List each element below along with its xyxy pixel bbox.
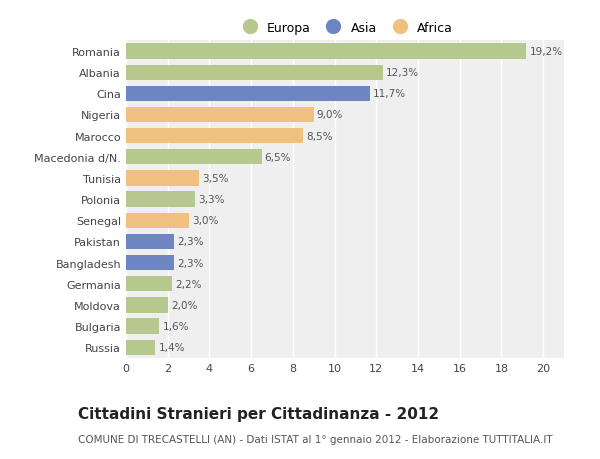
Bar	[126, 129, 303, 144]
Bar	[126, 65, 383, 81]
Bar	[126, 171, 199, 186]
Bar	[126, 107, 314, 123]
Bar	[126, 234, 174, 250]
Text: 2,0%: 2,0%	[171, 300, 197, 310]
Bar	[126, 340, 155, 355]
Bar	[126, 276, 172, 292]
Bar	[126, 213, 188, 229]
Text: 2,2%: 2,2%	[175, 279, 202, 289]
Text: 19,2%: 19,2%	[530, 47, 563, 57]
Bar	[126, 44, 526, 60]
Text: 11,7%: 11,7%	[373, 89, 406, 99]
Text: 8,5%: 8,5%	[307, 131, 333, 141]
Text: 1,6%: 1,6%	[163, 321, 189, 331]
Bar	[126, 192, 195, 207]
Text: COMUNE DI TRECASTELLI (AN) - Dati ISTAT al 1° gennaio 2012 - Elaborazione TUTTIT: COMUNE DI TRECASTELLI (AN) - Dati ISTAT …	[78, 434, 553, 444]
Bar	[126, 86, 370, 102]
Legend: Europa, Asia, Africa: Europa, Asia, Africa	[235, 19, 455, 37]
Text: 3,5%: 3,5%	[202, 174, 229, 184]
Text: 9,0%: 9,0%	[317, 110, 343, 120]
Text: 3,0%: 3,0%	[192, 216, 218, 226]
Text: 12,3%: 12,3%	[386, 68, 419, 78]
Bar	[126, 297, 168, 313]
Text: 1,4%: 1,4%	[158, 342, 185, 353]
Text: 2,3%: 2,3%	[177, 237, 203, 247]
Text: 6,5%: 6,5%	[265, 152, 291, 162]
Bar	[126, 319, 160, 334]
Text: 3,3%: 3,3%	[198, 195, 224, 205]
Text: 2,3%: 2,3%	[177, 258, 203, 268]
Text: Cittadini Stranieri per Cittadinanza - 2012: Cittadini Stranieri per Cittadinanza - 2…	[78, 406, 439, 421]
Bar	[126, 150, 262, 165]
Bar	[126, 255, 174, 271]
